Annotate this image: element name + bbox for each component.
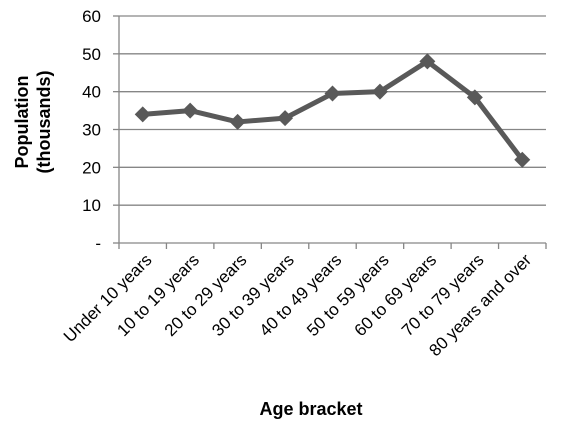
y-tick-label: 50 <box>82 45 101 64</box>
y-tick-labels: - 10 20 30 40 50 60 <box>82 7 101 253</box>
x-tick-label: 10 to 19 years <box>113 250 203 340</box>
data-point <box>182 102 199 119</box>
y-tick-label: 40 <box>82 83 101 102</box>
y-tick-label: - <box>95 234 101 253</box>
data-point <box>134 106 151 123</box>
x-tick-label: 50 to 59 years <box>303 250 393 340</box>
x-tick-label: 60 to 69 years <box>351 250 441 340</box>
y-tick-label: 60 <box>82 7 101 26</box>
y-tick-label: 30 <box>82 121 101 140</box>
data-point <box>229 113 246 130</box>
y-tick-label: 20 <box>82 158 101 177</box>
series-line <box>140 58 525 163</box>
y-tick-label: 10 <box>82 196 101 215</box>
x-tick-label: 20 to 29 years <box>161 250 251 340</box>
x-tick-label: 70 to 79 years <box>398 250 488 340</box>
data-point <box>466 89 483 106</box>
series-group <box>134 53 531 168</box>
data-point <box>371 83 388 100</box>
y-axis-title-line-2: (thousands) <box>34 71 54 174</box>
x-axis-title: Age bracket <box>259 399 362 419</box>
x-tick-label: 30 to 39 years <box>208 250 298 340</box>
data-point <box>514 151 531 168</box>
y-axis-title-line-1: Population <box>12 76 32 169</box>
gridlines <box>119 15 546 206</box>
x-tick-label: 40 to 49 years <box>256 250 346 340</box>
axes <box>113 15 547 249</box>
data-point <box>277 110 294 127</box>
data-point <box>419 53 436 70</box>
data-point <box>324 85 341 102</box>
